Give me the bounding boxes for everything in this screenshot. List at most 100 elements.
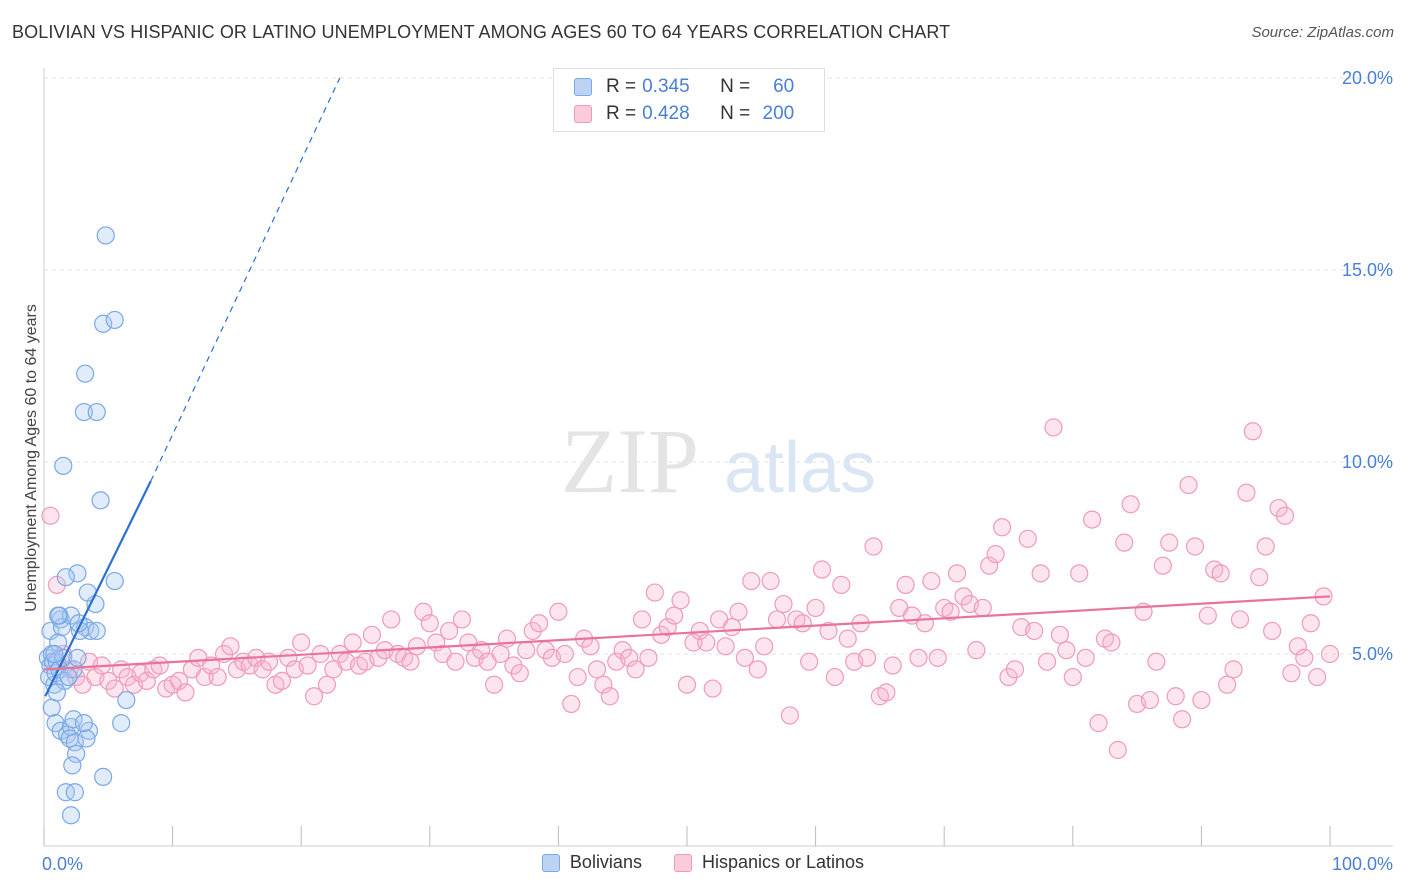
hispanic-point — [992, 518, 1012, 537]
hispanic-point — [317, 675, 337, 694]
bolivian-point — [112, 714, 131, 733]
legend-label-hispanics: Hispanics or Latinos — [701, 852, 865, 872]
hispanic-point — [452, 610, 472, 629]
hispanic-point — [1173, 710, 1192, 729]
hispanic-point — [562, 694, 581, 714]
y-tick-label: 10.0% — [1342, 452, 1393, 472]
hispanic-point — [594, 675, 613, 694]
hispanic-point — [600, 687, 619, 706]
legend-item-bolivians[interactable]: Bolivians — [541, 852, 642, 873]
hispanic-point — [677, 675, 697, 694]
bolivian-point — [45, 644, 64, 664]
hispanic-point — [973, 598, 992, 618]
x-tick-label: 100.0% — [1332, 854, 1393, 874]
hispanic-point — [941, 602, 960, 621]
legend-n-value: 60 — [773, 76, 795, 97]
hispanic-point — [716, 637, 735, 656]
hispanic-point — [922, 571, 941, 591]
legend-r-value: 0.428 — [642, 103, 690, 124]
hispanic-point — [1153, 556, 1172, 575]
hispanic-point — [581, 637, 600, 656]
hispanic-point — [208, 667, 227, 687]
bolivian-point — [68, 648, 87, 667]
hispanic-point — [780, 706, 799, 725]
hispanic-point — [1005, 660, 1025, 679]
hispanic-point — [555, 644, 574, 664]
bolivian-point — [59, 667, 78, 687]
bolivian-point — [64, 710, 83, 729]
bolivian-point — [94, 314, 113, 333]
bolivian-point — [42, 698, 61, 717]
hispanic-point — [1288, 637, 1307, 656]
hispanic-point — [1147, 652, 1166, 671]
legend-n-label: N = — [720, 103, 751, 124]
trend-lines — [43, 77, 1331, 697]
hispanic-point — [304, 687, 324, 706]
hispanic-point — [549, 602, 568, 621]
hispanic-point — [1082, 510, 1102, 529]
hispanic-point — [1115, 533, 1134, 552]
hispanic-point — [626, 660, 645, 679]
legend-swatch-bolivians — [574, 78, 592, 96]
hispanic-point — [1224, 660, 1243, 679]
hispanic-point — [755, 637, 774, 656]
tick-labels: 5.0% 10.0% 15.0% 20.0% 0.0% 100.0% — [42, 68, 1393, 874]
hispanic-point — [767, 610, 787, 629]
bolivian-point — [74, 714, 93, 733]
y-tick-label: 5.0% — [1352, 644, 1393, 664]
hispanic-point — [832, 575, 851, 594]
hispanic-point — [1320, 644, 1340, 664]
bolivian-point — [91, 491, 110, 510]
hispanic-point — [1076, 648, 1095, 667]
hispanic-point — [1018, 529, 1037, 548]
hispanic-point — [1121, 495, 1140, 514]
hispanic-point — [195, 667, 214, 687]
bolivian-point — [63, 756, 82, 775]
hispanic-point — [1070, 564, 1089, 583]
hispanic-point — [735, 648, 754, 667]
hispanic-point — [665, 606, 684, 625]
bolivian-point — [61, 606, 81, 625]
bolivian-point — [117, 690, 136, 710]
hispanic-point — [639, 648, 658, 667]
hispanic-point — [947, 564, 967, 583]
series-legend: Bolivians Hispanics or Latinos — [0, 852, 1406, 873]
bolivian-point — [54, 456, 73, 475]
bolivian-point — [65, 733, 84, 752]
bolivian-point — [74, 402, 93, 422]
bolivian-point — [77, 729, 96, 748]
hispanic-point — [793, 614, 812, 633]
bolivian-point — [87, 402, 106, 422]
hispanic-point — [1301, 614, 1320, 633]
chart-title: BOLIVIAN VS HISPANIC OR LATINO UNEMPLOYM… — [12, 22, 951, 42]
hispanic-point — [1237, 483, 1256, 502]
hispanic-point — [1057, 641, 1076, 660]
hispanic-point — [928, 648, 947, 667]
hispanic-point — [497, 629, 517, 648]
hispanic-point — [510, 664, 529, 683]
hispanic-point — [1243, 422, 1262, 441]
hispanic-point — [1166, 687, 1185, 706]
hispanic-point — [1031, 564, 1050, 583]
x-tick-label: 0.0% — [42, 854, 83, 874]
watermark-atlas: atlas — [724, 428, 876, 508]
hispanic-point — [986, 545, 1005, 564]
hispanic-point — [1218, 675, 1237, 694]
bolivian-trend-extension — [150, 77, 341, 482]
hispanic-point — [407, 637, 427, 656]
hispanic-point — [382, 610, 401, 629]
hispanic-point — [684, 633, 703, 652]
hispanic-point — [703, 679, 722, 698]
hispanic-point — [909, 648, 928, 667]
hispanic-point — [1230, 610, 1250, 629]
y-tick-label: 20.0% — [1342, 68, 1393, 88]
hispanic-point — [729, 602, 748, 621]
bolivian-point — [49, 606, 68, 625]
legend-item-hispanics[interactable]: Hispanics or Latinos — [673, 852, 865, 873]
legend-r-label: R = — [606, 103, 637, 124]
bolivian-point — [76, 364, 95, 383]
axes — [43, 68, 1393, 847]
bolivian-trend-line — [44, 480, 152, 697]
watermark: ZIP atlas — [561, 410, 876, 512]
hispanic-point — [800, 652, 819, 671]
